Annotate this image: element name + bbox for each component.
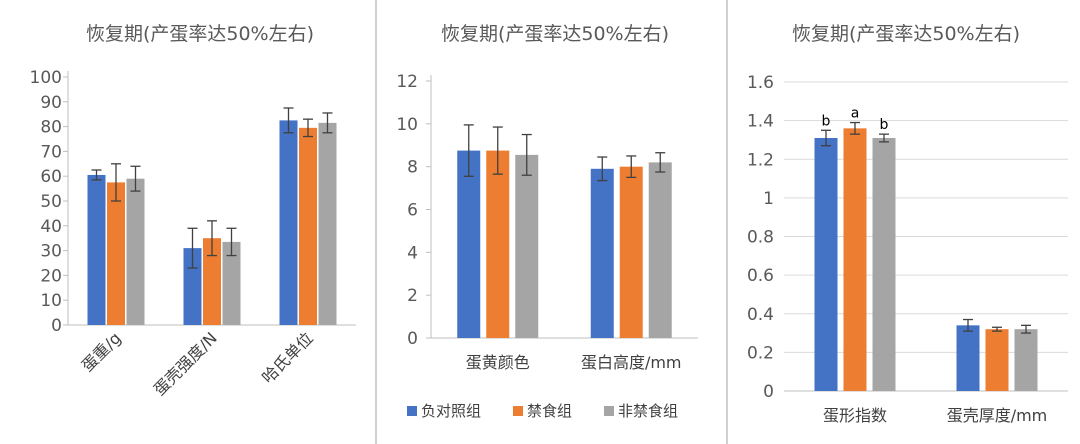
y-tick-label: 1.2 [747,150,774,170]
x-tick-label: 蛋形指数 [823,406,887,425]
y-tick-label: 1 [763,189,774,209]
y-tick-label: 50 [40,192,62,212]
y-tick-label: 0.2 [747,343,774,363]
y-tick-label: 100 [30,68,62,88]
legend-label: 非禁食组 [618,402,678,420]
chart-title: 恢复期(产蛋率达50%左右) [792,23,1020,45]
y-tick-label: 0 [51,316,62,336]
bar-非禁食组-哈氏单位 [318,122,337,325]
bar-负对照组-蛋壳厚度/mm [956,325,980,391]
significance-label: b [880,117,889,133]
legend-swatch-负对照组 [407,406,417,416]
y-tick-label: 0 [763,382,774,402]
bar-禁食组-蛋形指数 [843,128,867,391]
y-tick-label: 20 [40,266,62,286]
significance-label: b [822,113,831,129]
bar-非禁食组-蛋形指数 [872,138,896,391]
y-tick-label: 10 [396,115,418,135]
bar-禁食组-蛋壳强度/N [203,238,221,325]
bar-禁食组-蛋黄颜色 [486,150,510,338]
y-tick-label: 0.4 [747,305,774,325]
y-tick-label: 0.8 [747,228,774,248]
legend-swatch-非禁食组 [604,406,614,416]
x-tick-label: 蛋重/g [78,328,125,375]
y-tick-label: 8 [407,158,418,178]
x-tick-label: 蛋白高度/mm [581,353,682,372]
y-tick-label: 40 [40,217,62,237]
y-tick-label: 4 [407,243,418,263]
y-tick-label: 30 [40,242,62,262]
y-tick-label: 2 [407,286,418,306]
y-tick-label: 6 [407,201,418,221]
bar-负对照组-蛋重/g [87,174,106,325]
y-tick-label: 10 [40,291,62,311]
chart-title: 恢复期(产蛋率达50%左右) [86,23,314,45]
bar-负对照组-蛋黄颜色 [457,150,481,338]
legend-label: 禁食组 [527,402,572,420]
legend-swatch-禁食组 [513,406,523,416]
y-tick-label: 70 [40,142,62,162]
legend-label: 负对照组 [421,402,481,420]
bar-非禁食组-蛋壳强度/N [222,241,241,325]
y-tick-label: 12 [396,72,418,92]
y-tick-label: 0 [407,329,418,349]
y-tick-label: 1.4 [747,112,774,132]
bar-负对照组-哈氏单位 [279,120,298,326]
x-tick-label: 蛋黄颜色 [466,353,530,372]
chart-title: 恢复期(产蛋率达50%左右) [441,23,669,45]
bar-禁食组-哈氏单位 [299,127,317,325]
y-tick-label: 80 [40,118,62,138]
y-tick-label: 90 [40,93,62,113]
x-tick-label: 哈氏单位 [258,328,317,387]
significance-label: a [851,106,860,122]
bar-负对照组-蛋形指数 [814,138,838,391]
bar-非禁食组-蛋白高度/mm [648,162,672,338]
bar-负对照组-蛋白高度/mm [590,168,614,338]
bar-非禁食组-蛋黄颜色 [515,154,539,338]
x-tick-label: 蛋壳强度/N [150,328,221,399]
bar-非禁食组-蛋重/g [126,178,145,325]
y-tick-label: 60 [40,167,62,187]
x-tick-label: 蛋壳厚度/mm [947,406,1048,425]
bar-禁食组-蛋白高度/mm [619,166,643,338]
y-tick-label: 1.6 [747,73,774,93]
legend: 负对照组 禁食组 非禁食组 [407,402,678,420]
bar-非禁食组-蛋壳厚度/mm [1014,329,1038,391]
bar-禁食组-蛋壳厚度/mm [985,329,1009,391]
bar-禁食组-蛋重/g [107,182,125,325]
y-tick-label: 0.6 [747,266,774,286]
